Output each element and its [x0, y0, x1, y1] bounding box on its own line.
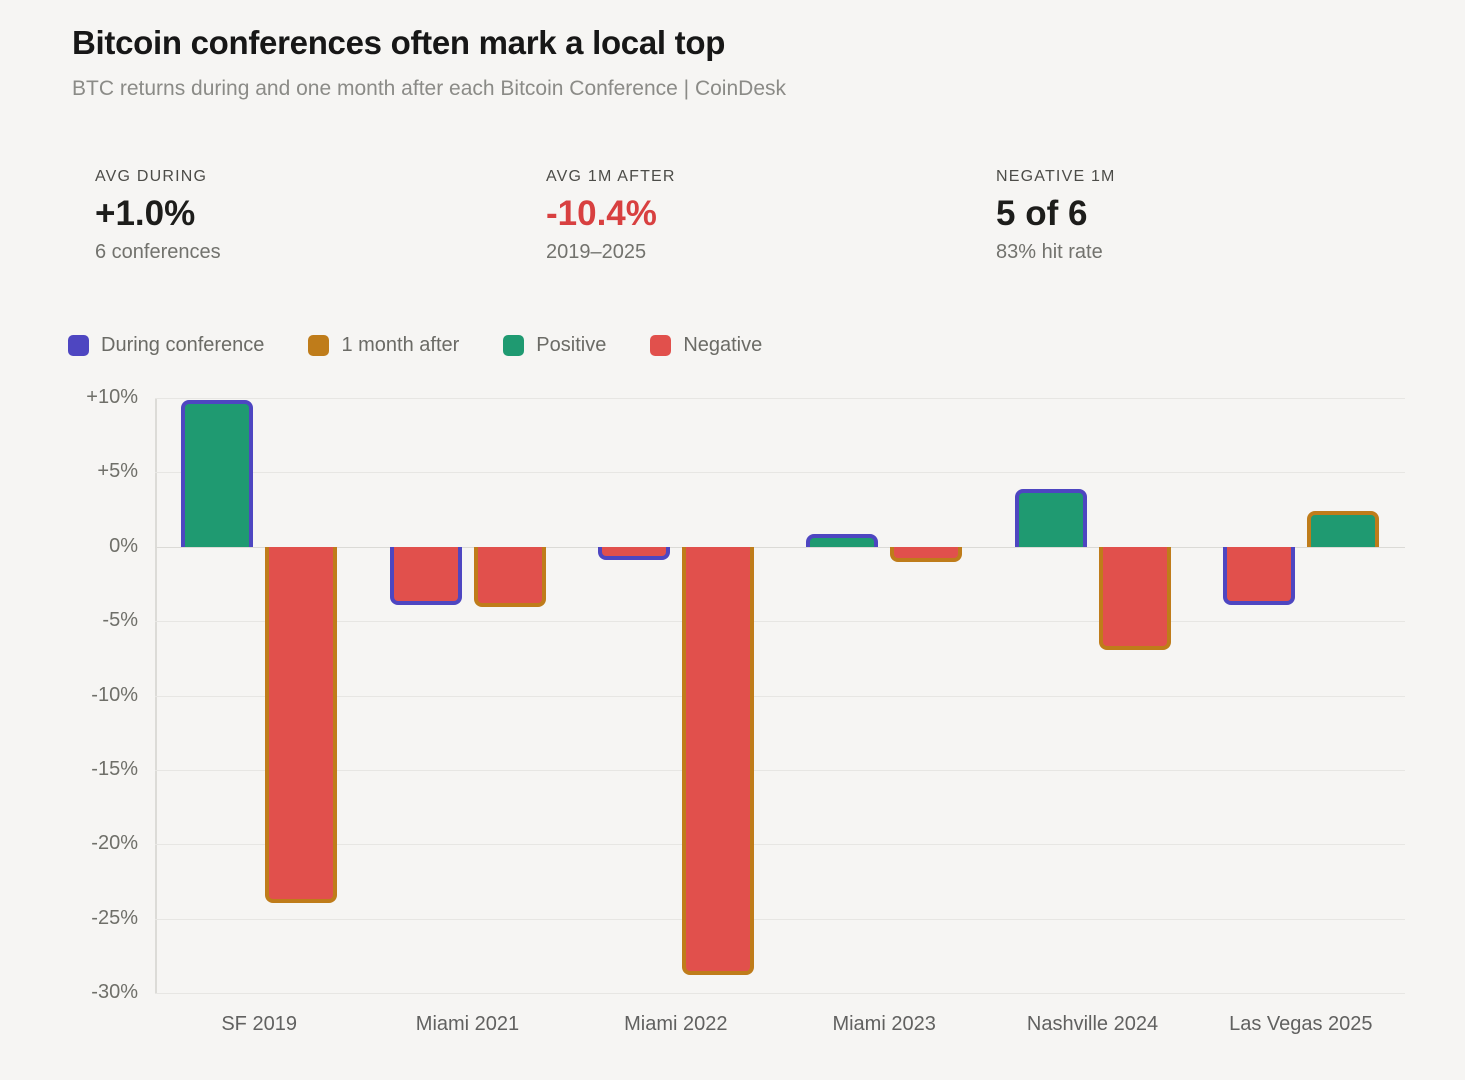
legend-label: During conference	[101, 334, 265, 356]
x-axis-label: Miami 2021	[415, 1013, 520, 1035]
x-axis-label: Miami 2022	[624, 1013, 728, 1035]
legend-item-during-conference: During conference	[68, 334, 264, 357]
stat-sub: 83% hit rate	[996, 241, 1103, 263]
plot-area	[155, 398, 1405, 994]
gridline	[155, 695, 1405, 697]
legend-label: Negative	[683, 334, 763, 356]
bar-during-nashville-2024	[1014, 488, 1087, 547]
legend-item-negative: Negative	[650, 334, 762, 357]
bar-after-miami-2023	[890, 546, 963, 562]
y-tick-label: -30%	[91, 981, 138, 1003]
y-tick-label: -5%	[102, 609, 138, 632]
stat-label: AVG DURING	[95, 168, 208, 185]
chart-legend: During conference 1 month after Positive Ne…	[68, 334, 806, 357]
gridline	[155, 769, 1405, 771]
legend-swatch-icon	[308, 335, 330, 356]
x-axis-label: Miami 2023	[832, 1013, 936, 1035]
legend-swatch-icon	[503, 335, 525, 356]
gridline	[155, 621, 1405, 623]
stat-avg-1m-after: AVG 1M AFTER -10.4% 2019–2025	[546, 168, 676, 264]
legend-swatch-icon	[68, 335, 89, 356]
stat-value: -10.4%	[546, 194, 657, 233]
x-axis-label: Las Vegas 2025	[1229, 1013, 1373, 1035]
stat-label: AVG 1M AFTER	[546, 168, 676, 185]
legend-item-positive: Positive	[503, 334, 606, 357]
y-tick-label: -10%	[91, 683, 138, 706]
x-axis-label: SF 2019	[221, 1013, 297, 1035]
x-axis-label: Nashville 2024	[1026, 1013, 1159, 1035]
y-tick-label: -20%	[91, 832, 138, 855]
bar-during-sf-2019	[181, 399, 254, 547]
bar-after-miami-2021	[473, 546, 546, 607]
bar-after-sf-2019	[265, 546, 338, 903]
bar-after-miami-2022	[681, 546, 754, 975]
bar-during-miami-2022	[597, 546, 670, 560]
page-subtitle: BTC returns during and one month after e…	[72, 77, 786, 100]
gridline	[155, 918, 1405, 920]
legend-swatch-icon	[650, 335, 672, 356]
stat-value: +1.0%	[95, 194, 196, 233]
gridline	[155, 844, 1405, 846]
page-title: Bitcoin conferences often mark a local t…	[72, 24, 726, 61]
gridline	[155, 993, 1405, 994]
stat-sub: 6 conferences	[95, 241, 221, 263]
summary-stats: AVG DURING +1.0% 6 conferences AVG 1M AFTER…	[0, 168, 1465, 278]
gridline	[155, 398, 1405, 399]
bar-during-miami-2023	[806, 533, 879, 547]
stat-label: NEGATIVE 1M	[996, 168, 1116, 185]
zero-gridline	[155, 546, 1405, 548]
stat-avg-during: AVG DURING +1.0% 6 conferences	[95, 168, 221, 264]
bar-after-nashville-2024	[1098, 546, 1171, 650]
legend-label: Positive	[536, 334, 607, 356]
legend-label: 1 month after	[341, 334, 460, 356]
stat-sub: 2019–2025	[546, 241, 647, 263]
bar-during-las-vegas-2025	[1222, 546, 1295, 605]
legend-item-1-month-after: 1 month after	[308, 334, 459, 357]
stat-value: 5 of 6	[996, 194, 1088, 233]
bar-after-las-vegas-2025	[1306, 510, 1379, 547]
y-tick-label: -25%	[91, 906, 138, 929]
y-tick-label: +5%	[97, 460, 138, 483]
y-tick-label: -15%	[91, 757, 138, 780]
y-tick-label: +10%	[86, 386, 138, 408]
gridline	[155, 472, 1405, 474]
y-tick-label: 0%	[109, 534, 138, 557]
stat-negative-1m: NEGATIVE 1M 5 of 6 83% hit rate	[996, 168, 1116, 264]
bar-chart: +10% +5% 0% -5% -10% -15% -20% -25% -30% SF 2019…	[0, 386, 1465, 1058]
bar-during-miami-2021	[389, 546, 462, 605]
